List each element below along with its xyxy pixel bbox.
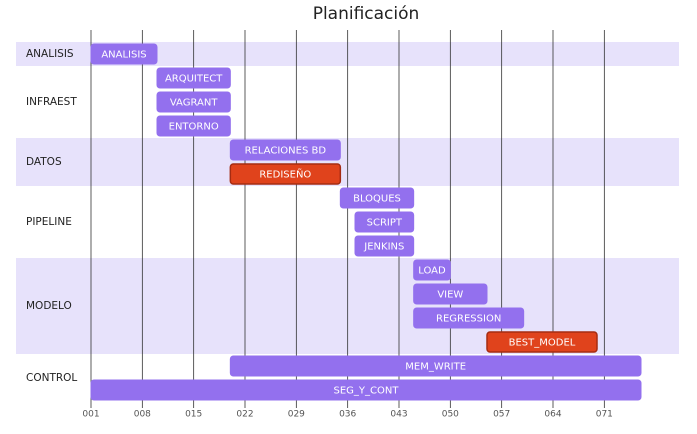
section-label: PIPELINE [26, 216, 72, 228]
x-tick-label: 015 [185, 410, 202, 420]
task-label: LOAD [418, 266, 446, 277]
x-tick-label: 071 [596, 410, 613, 420]
task-label: VAGRANT [170, 98, 218, 109]
x-tick-label: 029 [288, 410, 305, 420]
task-bar [90, 379, 642, 401]
task-bar [90, 43, 158, 65]
task-bar [354, 211, 415, 233]
task-bar [229, 163, 342, 185]
x-tick-label: 022 [236, 410, 253, 420]
task-label: SCRIPT [367, 218, 403, 229]
task-bar [229, 355, 642, 377]
task-label: BLOQUES [353, 194, 401, 205]
task-label: REDISEÑO [259, 168, 311, 181]
section-label: MODELO [26, 300, 72, 312]
task-label: ANALISIS [101, 50, 146, 61]
task-bar [229, 139, 341, 161]
task-label: ARQUITECT [165, 74, 223, 85]
section-label: INFRAEST [26, 96, 77, 108]
x-tick-label: 057 [493, 410, 510, 420]
x-tick-label: 008 [134, 410, 151, 420]
task-label: JENKINS [363, 242, 404, 253]
section-label: DATOS [26, 156, 62, 168]
task-label: MEM_WRITE [405, 362, 466, 373]
task-bar [156, 115, 231, 137]
task-bar [413, 283, 488, 305]
x-tick-label: 043 [390, 410, 407, 420]
x-tick-label: 001 [82, 410, 99, 420]
section-label: ANALISIS [26, 48, 74, 60]
task-bar [354, 235, 415, 257]
task-label: ENTORNO [169, 122, 219, 133]
chart-title: Planificación [313, 4, 420, 24]
x-tick-label: 036 [339, 410, 356, 420]
task-label: RELACIONES BD [245, 146, 327, 157]
section-label: CONTROL [26, 372, 77, 384]
task-label: SEG_Y_CONT [334, 386, 400, 397]
task-label: REGRESSION [436, 314, 501, 325]
task-bar [156, 91, 231, 113]
task-bar [486, 331, 598, 353]
task-bar [413, 307, 525, 329]
task-label: BEST_MODEL [509, 338, 576, 349]
x-tick-label: 050 [442, 410, 459, 420]
x-tick-label: 064 [544, 410, 561, 420]
task-bar [339, 187, 415, 209]
task-bar [156, 67, 231, 89]
task-bar [413, 259, 451, 281]
task-label: VIEW [437, 290, 463, 301]
